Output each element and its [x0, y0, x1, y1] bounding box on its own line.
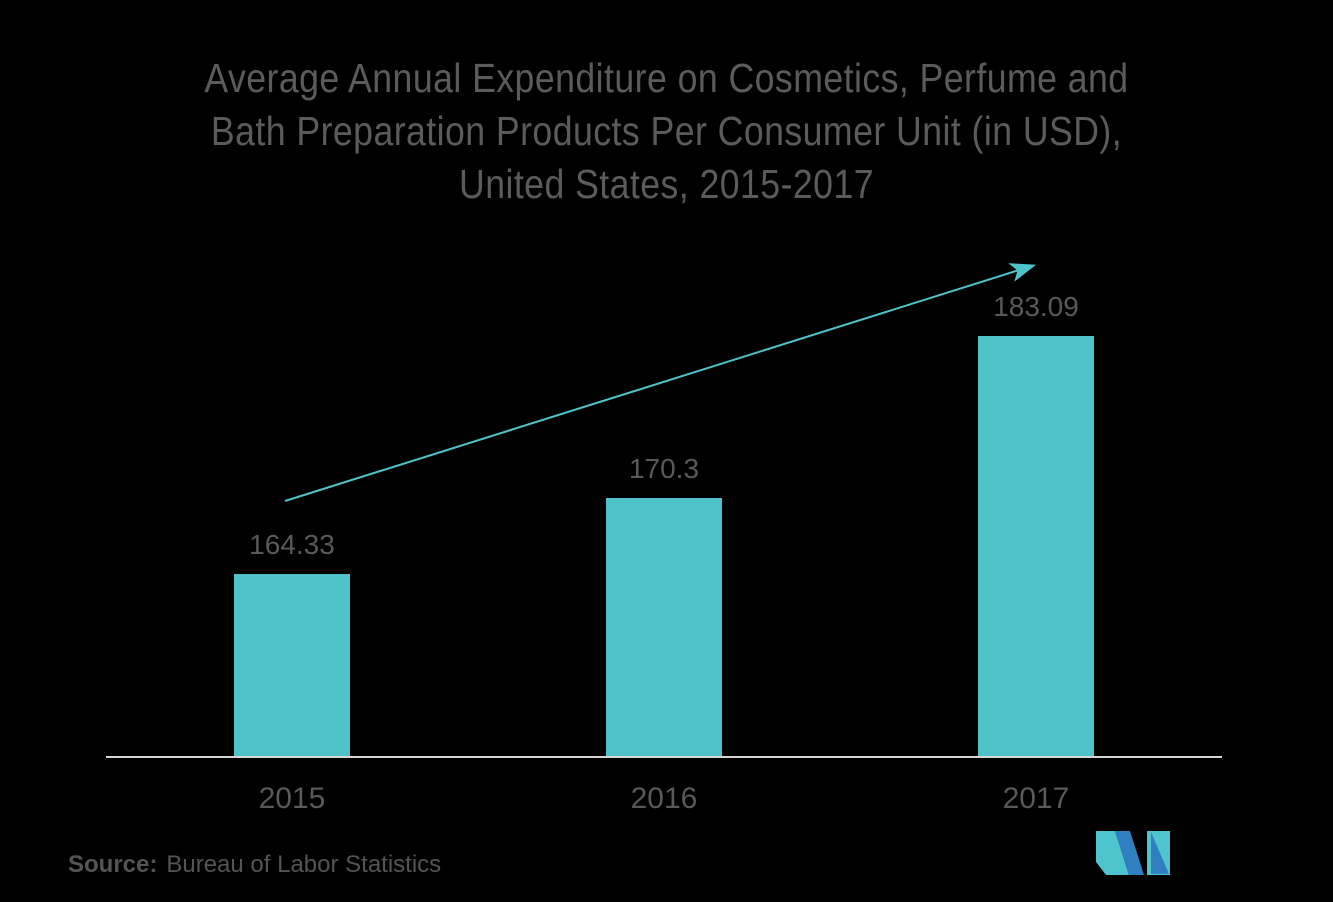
- bar-2015: [234, 574, 350, 756]
- value-label-2015: 164.33: [249, 529, 335, 560]
- source-label: Source:: [68, 851, 158, 878]
- bar-2017: [978, 336, 1094, 756]
- chart-title-line-2: Bath Preparation Products Per Consumer U…: [210, 108, 1123, 154]
- category-label-2015: 2015: [258, 782, 326, 815]
- mordor-intelligence-logo: [1096, 831, 1170, 875]
- logo-left-teal-shape: [1096, 831, 1129, 875]
- source-text: Bureau of Labor Statistics: [166, 851, 442, 878]
- value-label-2017: 183.09: [993, 291, 1079, 322]
- category-label-2016: 2016: [630, 782, 698, 815]
- source-note: Source: Bureau of Labor Statistics: [68, 851, 441, 879]
- chart-title-line-1: Average Annual Expenditure on Cosmetics,…: [204, 55, 1129, 101]
- x-axis-line: [106, 756, 1222, 758]
- value-label-2016: 170.3: [628, 453, 700, 484]
- bar-2016: [606, 498, 722, 756]
- logo-left-blue-diagonal: [1115, 831, 1144, 875]
- logo-right-blue-triangle: [1151, 832, 1169, 874]
- category-label-2017: 2017: [1002, 782, 1070, 815]
- chart-title: Average Annual Expenditure on Cosmetics,…: [87, 52, 1247, 211]
- chart-title-line-3: United States, 2015-2017: [459, 161, 874, 207]
